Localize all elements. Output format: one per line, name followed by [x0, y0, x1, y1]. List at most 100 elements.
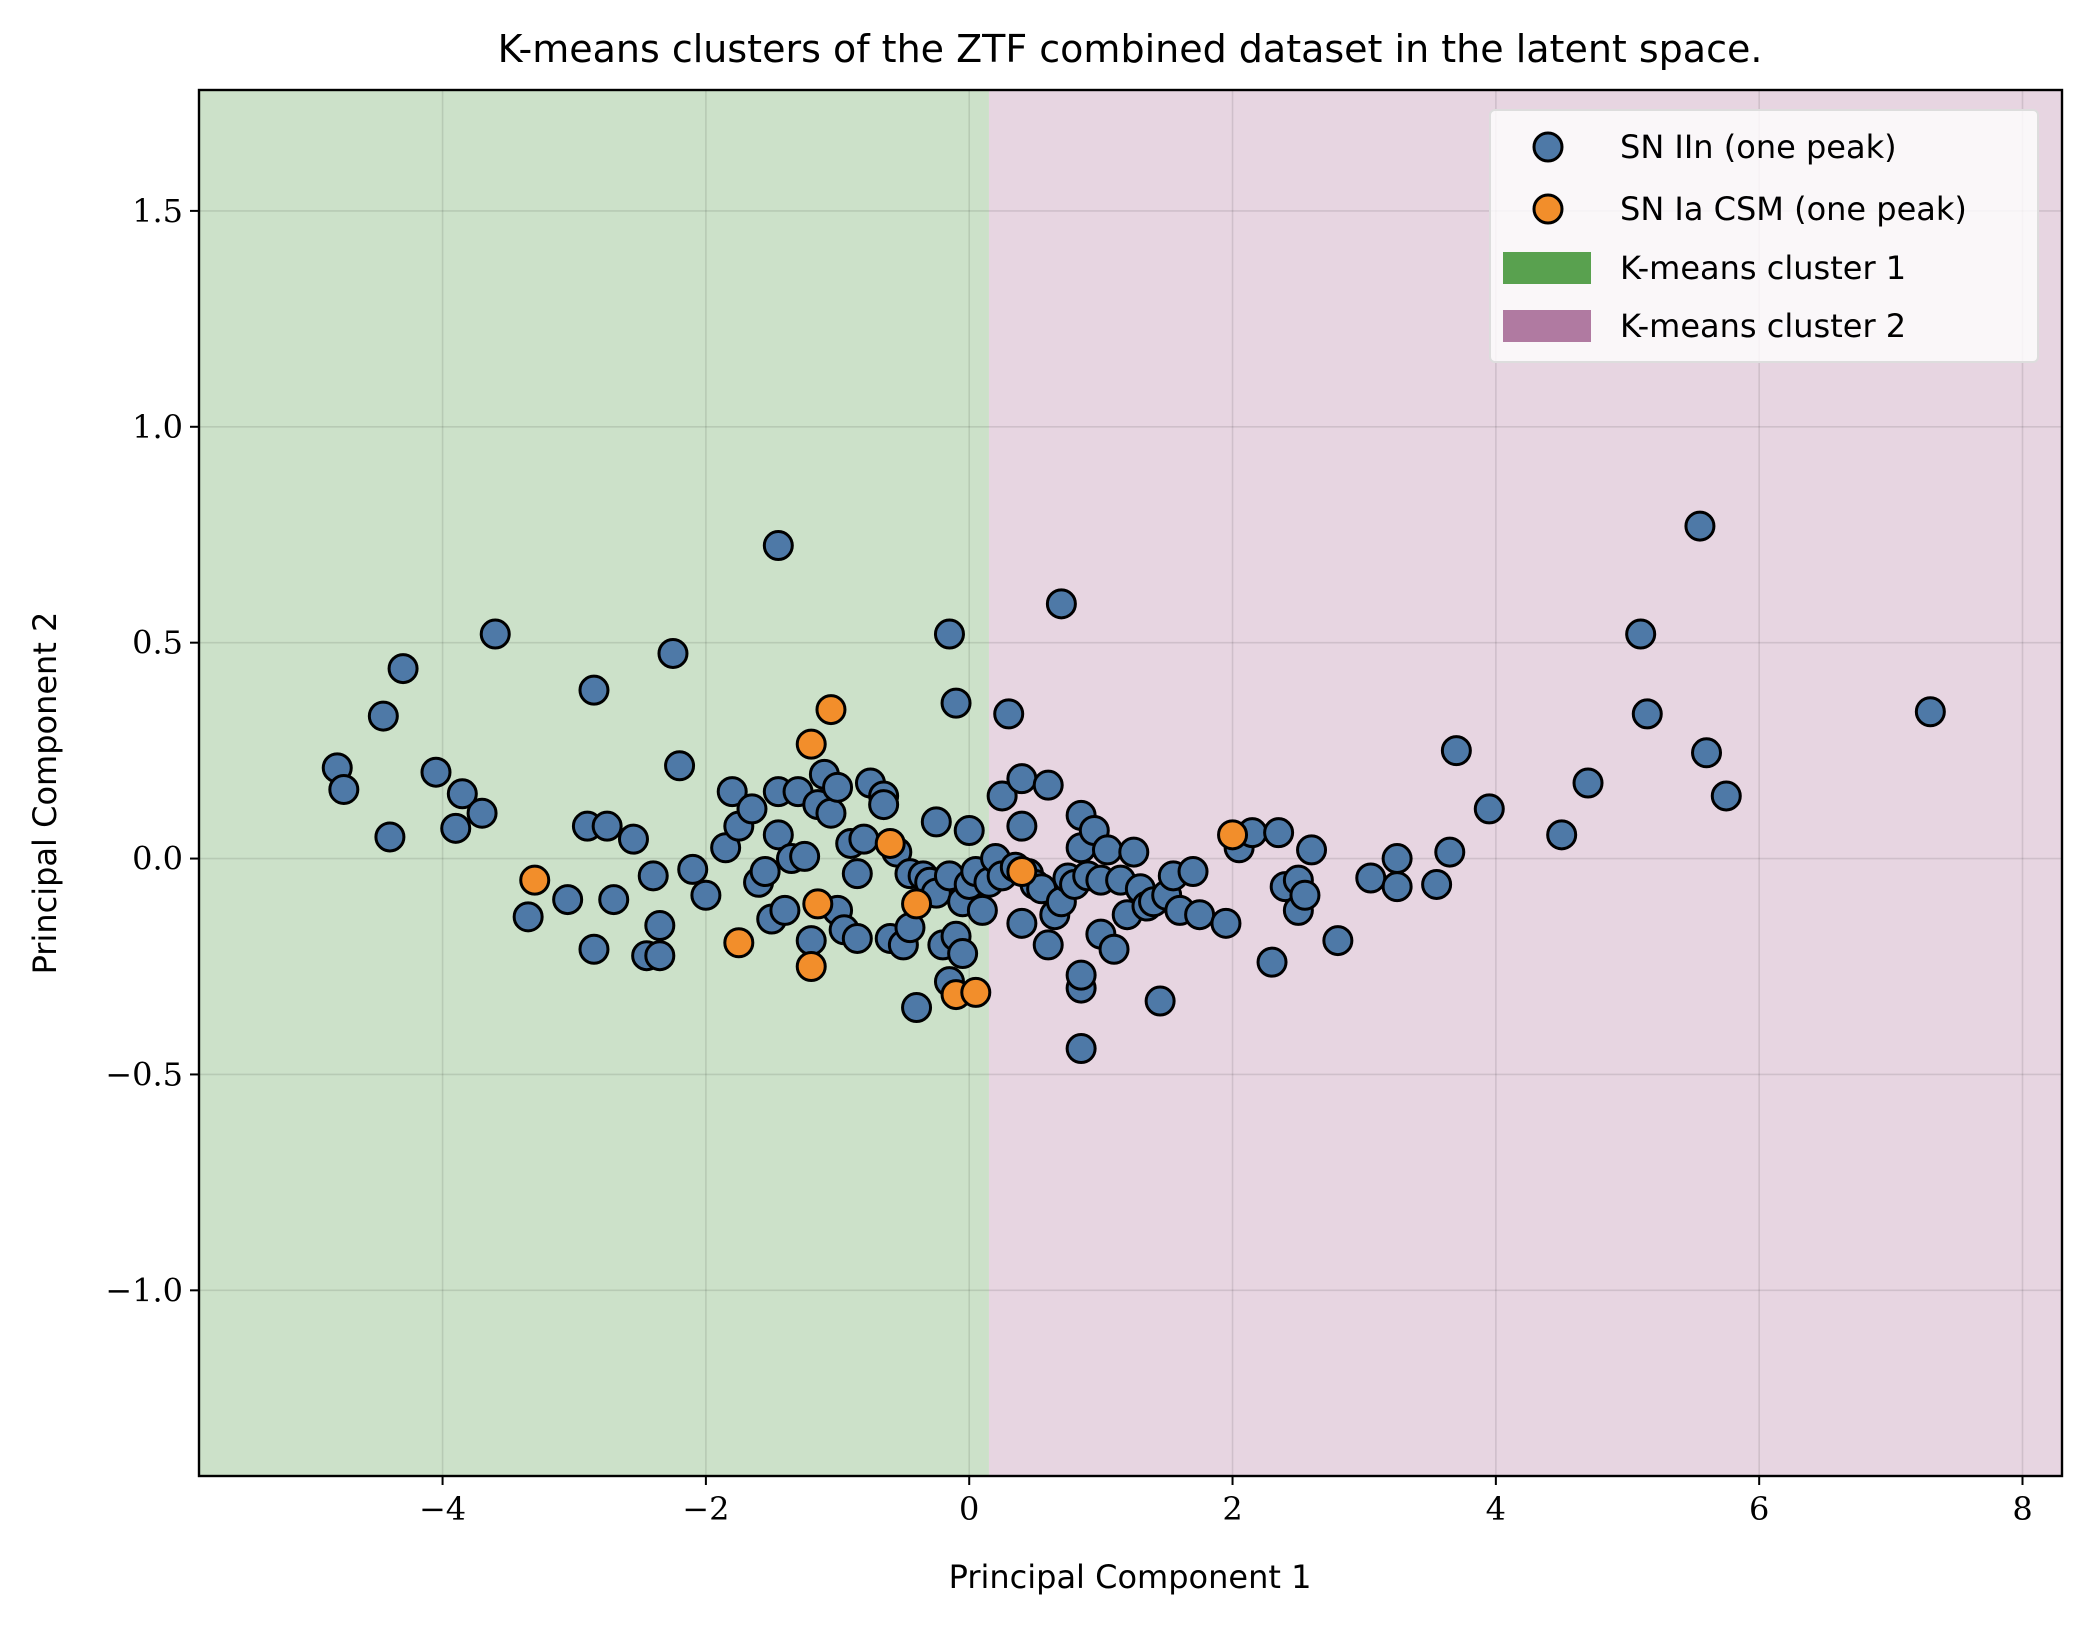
data-point	[1032, 769, 1064, 801]
data-point	[1217, 819, 1249, 851]
data-point	[598, 884, 630, 916]
y-tick-label: −0.5	[105, 1055, 183, 1093]
data-point	[578, 674, 610, 706]
data-point	[749, 856, 781, 888]
data-point	[374, 821, 406, 853]
data-point	[328, 773, 360, 805]
data-point	[1710, 780, 1742, 812]
y-tick-label: 0.5	[132, 624, 183, 662]
data-point	[789, 840, 821, 872]
data-point	[848, 823, 880, 855]
data-point	[1091, 834, 1123, 866]
data-point	[1263, 817, 1295, 849]
data-point	[1184, 899, 1216, 931]
data-point	[637, 860, 669, 892]
data-point	[1572, 767, 1604, 799]
data-point	[1006, 907, 1038, 939]
data-point	[677, 853, 709, 885]
data-point	[986, 780, 1018, 812]
data-point	[446, 778, 478, 810]
data-point	[901, 992, 933, 1024]
legend: SN IIn (one peak) SN Ia CSM (one peak) K-m…	[1489, 109, 2039, 363]
data-point	[736, 793, 768, 825]
x-tick-label: 0	[959, 1490, 979, 1528]
data-point	[617, 823, 649, 855]
data-point	[762, 530, 794, 562]
data-point	[1631, 698, 1663, 730]
y-tick-label: −1.0	[105, 1271, 183, 1309]
data-point	[795, 925, 827, 957]
data-point	[953, 814, 985, 846]
y-tick-label: 1.5	[132, 192, 183, 230]
legend-box	[1489, 109, 2039, 363]
data-point	[519, 864, 551, 896]
data-point	[1045, 588, 1077, 620]
data-point	[1355, 862, 1387, 894]
x-tick-label: 2	[1222, 1490, 1242, 1528]
data-point	[901, 888, 933, 920]
x-tick-label: 6	[1749, 1490, 1769, 1528]
data-point	[1144, 985, 1176, 1017]
data-point	[512, 901, 544, 933]
data-point	[868, 789, 900, 821]
legend-label-1: SN IIn (one peak)	[1620, 128, 1897, 166]
data-point	[387, 653, 419, 685]
grid-lines	[199, 90, 2062, 1476]
data-point	[1289, 879, 1321, 911]
data-point	[1421, 868, 1453, 900]
data-point	[933, 618, 965, 650]
x-axis-label: Principal Component 1	[949, 1558, 1312, 1596]
data-point	[802, 888, 834, 920]
legend-swatch-cluster-2	[1503, 310, 1591, 342]
data-point	[716, 776, 748, 808]
data-point	[1296, 834, 1328, 866]
data-point	[1440, 735, 1472, 767]
data-point	[920, 806, 952, 838]
data-point	[1434, 836, 1466, 868]
data-point	[762, 819, 794, 851]
data-point	[966, 894, 998, 926]
data-point	[1914, 696, 1946, 728]
legend-label-cluster-2: K-means cluster 2	[1620, 307, 1906, 345]
x-tick-label: 4	[1486, 1490, 1506, 1528]
data-point	[1691, 737, 1723, 769]
data-point	[815, 694, 847, 726]
series-1-points	[321, 510, 1946, 1065]
data-point	[664, 750, 696, 782]
series-2-points	[519, 694, 1249, 1011]
legend-marker-1	[1532, 131, 1564, 163]
data-point	[723, 927, 755, 959]
data-point	[1006, 856, 1038, 888]
data-point	[591, 810, 623, 842]
data-point	[1381, 871, 1413, 903]
data-point	[690, 879, 722, 911]
data-point	[815, 797, 847, 829]
y-tick-label: 0.0	[132, 840, 183, 878]
data-point	[1322, 925, 1354, 957]
data-point	[947, 938, 979, 970]
data-point	[466, 797, 498, 829]
chart-title: K-means clusters of the ZTF combined dat…	[498, 27, 1763, 71]
data-point	[1473, 793, 1505, 825]
data-point	[552, 884, 584, 916]
data-point	[367, 700, 399, 732]
x-tick-label: 8	[2012, 1490, 2032, 1528]
data-point	[1065, 959, 1097, 991]
data-point	[1684, 510, 1716, 542]
x-tick-label: −4	[419, 1490, 466, 1528]
y-axis-label: Principal Component 2	[26, 612, 64, 975]
data-point	[644, 909, 676, 941]
data-point	[1177, 856, 1209, 888]
data-point	[1625, 618, 1657, 650]
data-point	[440, 812, 472, 844]
data-point	[993, 698, 1025, 730]
data-point	[644, 940, 676, 972]
legend-marker-2	[1532, 193, 1564, 225]
y-tick-label: 1.0	[132, 408, 183, 446]
data-point	[578, 933, 610, 965]
data-point	[1546, 819, 1578, 851]
data-point	[420, 756, 452, 788]
x-tick-label: −2	[682, 1490, 729, 1528]
data-point	[1381, 843, 1413, 875]
